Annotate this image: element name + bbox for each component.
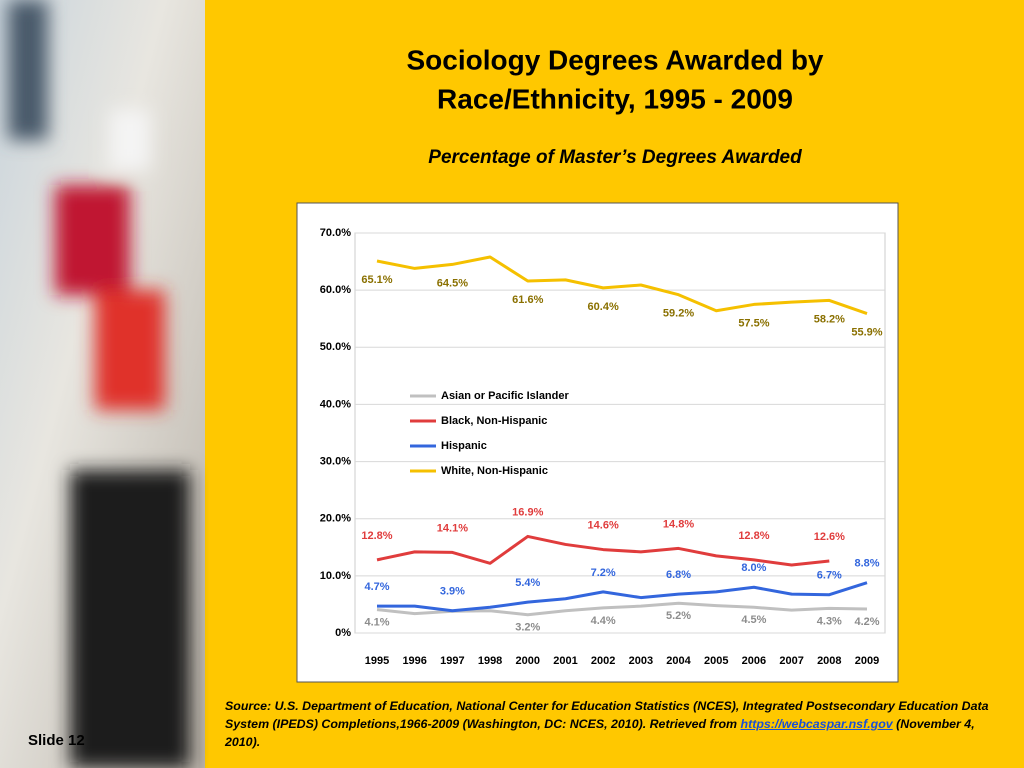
data-label: 16.9% [512, 506, 543, 518]
data-label: 6.8% [666, 569, 691, 581]
x-tick-label: 2007 [779, 655, 803, 667]
legend-label: Asian or Pacific Islander [441, 390, 569, 402]
data-label: 4.2% [854, 616, 879, 628]
x-tick-label: 1997 [440, 655, 464, 667]
plot-area [354, 232, 886, 634]
y-tick-label: 30.0% [320, 455, 351, 467]
data-label: 4.4% [591, 615, 616, 627]
y-tick-label: 60.0% [320, 284, 351, 296]
x-tick-label: 2000 [516, 655, 540, 667]
photo-blur [8, 0, 190, 768]
x-tick-label: 1995 [365, 655, 389, 667]
data-label: 64.5% [437, 277, 468, 289]
y-tick-label: 70.0% [320, 227, 351, 239]
x-tick-label: 2005 [704, 655, 728, 667]
x-tick-label: 2004 [666, 655, 691, 667]
data-label: 5.2% [666, 610, 691, 622]
data-label: 65.1% [361, 274, 392, 286]
data-label: 14.6% [588, 519, 619, 531]
slide-number: Slide 12 [28, 732, 85, 749]
data-label: 60.4% [588, 301, 619, 313]
data-label: 57.5% [738, 317, 769, 329]
series-line [376, 534, 830, 567]
title-line: Sociology Degrees Awarded by [406, 44, 823, 75]
data-label: 3.9% [440, 586, 465, 598]
data-label: 61.6% [512, 294, 543, 306]
y-tick-label: 50.0% [320, 341, 351, 353]
x-tick-label: 2009 [855, 655, 879, 667]
data-label: 14.8% [663, 518, 694, 530]
data-label: 8.0% [741, 562, 766, 574]
legend-label: Hispanic [441, 440, 487, 452]
data-label: 4.1% [364, 616, 389, 628]
data-label: 3.2% [515, 622, 540, 634]
y-tick-label: 0% [335, 627, 351, 639]
source-text: Source: U.S. Department of Education, Na… [225, 699, 989, 731]
x-tick-label: 1998 [478, 655, 502, 667]
legend-label: White, Non-Hispanic [441, 465, 548, 477]
data-label: 59.2% [663, 308, 694, 320]
y-tick-label: 20.0% [320, 513, 351, 525]
source-note: Source: U.S. Department of Education, Na… [225, 697, 1005, 751]
data-label: 7.2% [591, 567, 616, 579]
data-label: 12.8% [738, 530, 769, 542]
data-label: 4.3% [817, 615, 842, 627]
y-tick-label: 10.0% [320, 570, 351, 582]
x-tick-label: 2003 [629, 655, 653, 667]
subtitle: Percentage of Master’s Degrees Awarded [428, 147, 802, 168]
x-tick-label: 1996 [402, 655, 426, 667]
data-label: 4.7% [364, 581, 389, 593]
data-label: 12.6% [814, 531, 845, 543]
title-line: Race/Ethnicity, 1995 - 2009 [437, 83, 793, 114]
data-label: 5.4% [515, 577, 540, 589]
data-label: 8.8% [854, 558, 879, 570]
source-link[interactable]: https://webcaspar.nsf.gov [740, 717, 893, 731]
series-line [376, 255, 868, 315]
data-label: 4.5% [741, 614, 766, 626]
x-tick-label: 2006 [742, 655, 766, 667]
data-label: 58.2% [814, 313, 845, 325]
x-tick-label: 2002 [591, 655, 615, 667]
source-date: (November 4, 2010). [225, 717, 975, 749]
data-label: 12.8% [361, 530, 392, 542]
x-tick-label: 2001 [553, 655, 577, 667]
data-label: 14.1% [437, 522, 468, 534]
data-label: 55.9% [851, 326, 882, 338]
series-line [377, 581, 868, 613]
data-label: 6.7% [817, 570, 842, 582]
x-tick-label: 2008 [817, 655, 841, 667]
y-tick-label: 40.0% [320, 398, 351, 410]
legend-label: Black, Non-Hispanic [441, 415, 547, 427]
